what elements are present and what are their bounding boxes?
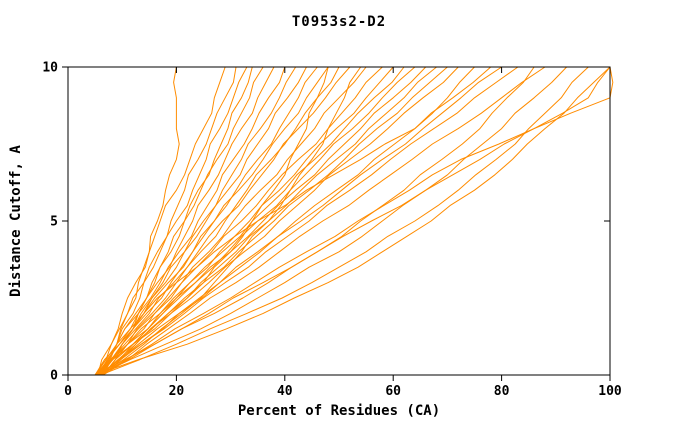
y-tick-label: 10 [42, 61, 58, 76]
model-curve [94, 66, 427, 376]
chart-title: T0953s2-D2 [291, 14, 387, 30]
model-curve [97, 66, 611, 376]
model-curve [94, 66, 329, 376]
model-curve [94, 66, 383, 376]
model-curve [102, 66, 437, 376]
model-curve [94, 66, 248, 376]
model-curve [94, 66, 286, 376]
model-curve [100, 66, 180, 376]
model-curve [100, 66, 519, 376]
model-curve [102, 66, 253, 376]
x-tick-label: 80 [494, 384, 510, 399]
model-curve [94, 66, 535, 376]
model-curve [102, 66, 340, 376]
x-tick-label: 0 [64, 384, 72, 399]
x-tick-label: 60 [385, 384, 401, 399]
x-tick-label: 40 [277, 384, 293, 399]
model-curve [102, 66, 297, 376]
model-curve [97, 66, 264, 376]
y-tick-label: 5 [50, 215, 58, 230]
model-curve [102, 66, 546, 376]
model-curve [97, 66, 226, 376]
model-curve [94, 66, 329, 376]
model-curve [97, 66, 567, 376]
model-curve [100, 66, 614, 376]
model-curve [97, 66, 502, 376]
model-curve [100, 66, 589, 376]
model-curve [97, 66, 307, 376]
x-axis-label: Percent of Residues (CA) [237, 403, 441, 419]
model-curve [100, 66, 275, 376]
model-curve [100, 66, 367, 376]
axis-frame [67, 66, 611, 376]
x-tick-label: 20 [169, 384, 185, 399]
model-curve [102, 66, 394, 376]
model-curve [94, 66, 611, 376]
model-curve [94, 66, 475, 376]
model-curve [100, 66, 362, 376]
model-curve [100, 66, 459, 376]
model-curve [100, 66, 237, 376]
model-curve [97, 66, 351, 376]
x-tick-label: 100 [598, 384, 622, 399]
y-tick-label: 0 [50, 369, 58, 384]
